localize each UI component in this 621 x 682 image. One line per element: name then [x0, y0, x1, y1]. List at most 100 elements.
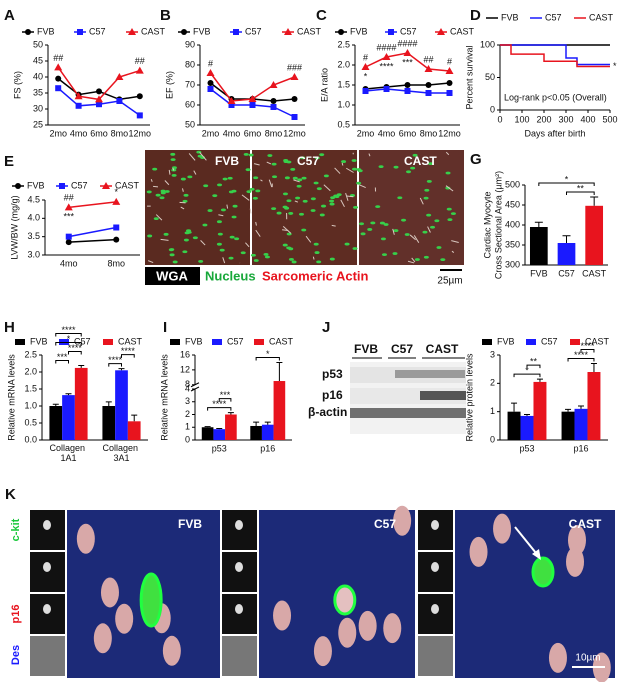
cell-nucleus: [271, 162, 277, 166]
cell-nucleus: [302, 199, 308, 203]
error-bar: [65, 393, 72, 396]
marker: [54, 63, 63, 71]
c-kit-cell: [139, 572, 163, 628]
legend-swatch: [103, 339, 113, 345]
significance-label: ***: [220, 390, 231, 400]
cell-nucleus: [197, 154, 203, 158]
cell-nucleus: [222, 177, 228, 181]
bar: [574, 408, 588, 440]
bar: [533, 381, 547, 440]
cell-nucleus: [344, 242, 350, 246]
panel-letter: I: [163, 319, 167, 336]
marker: [362, 88, 369, 94]
cell-nucleus: [436, 246, 442, 249]
cell-nucleus: [292, 176, 298, 180]
cell-nucleus: [284, 176, 290, 180]
error-bar: [578, 405, 584, 409]
thumb-signal: [431, 604, 439, 614]
annotation: ##: [423, 54, 433, 64]
cell-nucleus: [263, 252, 269, 256]
cell-nucleus: [246, 190, 252, 194]
series-line: [68, 226, 117, 238]
cell-nucleus: [401, 218, 407, 222]
cell-border: [147, 260, 154, 264]
survival-curve: [500, 44, 610, 68]
y-tick-label: 30: [33, 103, 43, 113]
cell-nucleus: [282, 192, 288, 196]
marker: [64, 203, 73, 211]
nucleus: [313, 636, 332, 667]
marker: [404, 88, 411, 94]
marker: [424, 65, 433, 72]
error-bar: [276, 361, 283, 382]
error-bar: [590, 363, 597, 372]
error-bar: [216, 428, 223, 430]
cell-nucleus: [183, 238, 189, 242]
cell-border: [411, 257, 416, 263]
bar: [49, 406, 63, 440]
marker: [227, 97, 236, 104]
cell-nucleus: [301, 228, 307, 232]
x-tick-label: 300: [558, 114, 573, 124]
cell-nucleus: [291, 260, 297, 264]
cell-border: [334, 167, 341, 174]
cell-nucleus: [383, 223, 389, 226]
cell-border: [282, 229, 289, 231]
cell-nucleus: [207, 209, 213, 212]
cell-nucleus: [232, 204, 238, 208]
annotation: ####: [376, 42, 396, 52]
marker: [249, 102, 256, 108]
cell-border: [222, 257, 226, 264]
marker: [270, 98, 277, 104]
cell-nucleus: [310, 197, 316, 201]
annotation: #: [363, 52, 368, 62]
cell-nucleus: [423, 196, 429, 200]
cell-nucleus: [243, 152, 249, 156]
cell-nucleus: [249, 187, 255, 191]
significance-bracket: [567, 358, 595, 362]
legend-label: CAST: [585, 336, 610, 346]
marker: [290, 73, 299, 80]
marker: [446, 90, 453, 96]
annotation: ##: [135, 56, 145, 66]
legend-label: CAST: [450, 26, 475, 36]
marker: [55, 75, 62, 82]
y-tick-label: 450: [505, 199, 520, 209]
significance-label: ***: [57, 352, 68, 362]
lane-label: CAST: [426, 342, 459, 356]
x-tick-label: 12mo: [438, 128, 461, 138]
y-tick-label: 2: [490, 378, 495, 388]
cell-nucleus: [314, 251, 320, 254]
panel-letter: J: [322, 319, 330, 336]
significance-bracket: [207, 407, 232, 411]
blot-row-label: p16: [322, 388, 343, 402]
error-bar: [227, 412, 234, 415]
cell-nucleus: [234, 237, 240, 241]
y-tick-label: 35: [33, 87, 43, 97]
cell-border: [409, 234, 416, 241]
cell-border: [345, 192, 349, 201]
x-tick-label: 2mo: [202, 128, 220, 138]
annotation: ##: [64, 193, 74, 203]
y-tick-label: 0: [490, 104, 495, 114]
legend-label: FVB: [27, 180, 45, 190]
y-tick-label: 1: [185, 422, 190, 432]
y-tick-label: 4.5: [27, 194, 40, 204]
cell-nucleus: [229, 235, 235, 239]
cell-border: [312, 256, 315, 260]
marker: [77, 29, 83, 35]
y-tick-label: 60: [185, 99, 195, 109]
bar: [201, 427, 214, 440]
cell-border: [323, 184, 331, 192]
channel-thumb: [418, 594, 453, 634]
cell-border: [164, 180, 170, 186]
cell-nucleus: [375, 205, 381, 209]
cell-border: [153, 185, 159, 188]
legend-swatch: [15, 339, 25, 345]
marker: [361, 63, 370, 70]
strain-label: C57: [374, 517, 396, 531]
x-tick-label: 8mo: [107, 258, 125, 268]
error-bar: [264, 421, 271, 425]
cell-border: [180, 206, 185, 210]
legend-label: C57: [245, 26, 262, 36]
